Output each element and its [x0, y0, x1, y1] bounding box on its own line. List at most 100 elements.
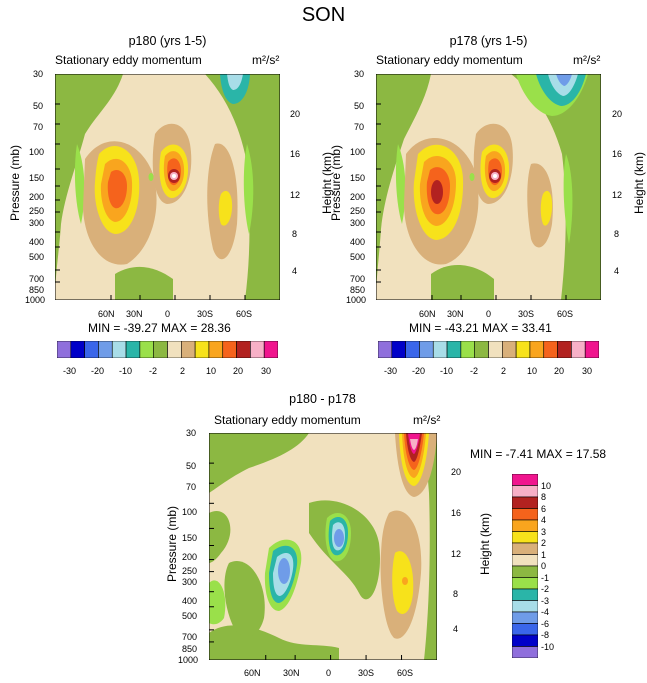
left-colorbar-swatch-14 — [250, 341, 265, 358]
right-colorbar-swatch-14 — [571, 341, 586, 358]
diff-colorbar-swatch-12 — [512, 611, 538, 624]
left-ytick-300: 300 — [29, 218, 45, 228]
right-colorbar-swatch-11 — [529, 341, 545, 358]
panel-diff-minmax: MIN = -7.41 MAX = 17.58 — [470, 447, 607, 461]
right-ytick-850: 850 — [350, 285, 366, 295]
right-xtick-60S: 60S — [557, 309, 574, 319]
right-colorbar-swatch-10 — [515, 341, 531, 358]
panel-diff-title: p180 - p178 — [289, 392, 356, 406]
right-ytick-250: 250 — [350, 206, 366, 216]
left-ytick-850: 850 — [29, 285, 45, 295]
diff-ytick-400: 400 — [182, 596, 198, 606]
diff-y2tick-8: 8 — [453, 589, 459, 599]
diff-cb-label-3: 3 — [541, 527, 547, 537]
left-colorbar-swatch-13 — [236, 341, 251, 358]
panel-right-ylabel: Pressure (mb) — [329, 145, 343, 222]
left-colorbar-swatch-4 — [111, 341, 127, 358]
diff-ytick-100: 100 — [182, 507, 198, 517]
diff-ytick-700: 700 — [182, 632, 198, 642]
right-ytick-200: 200 — [350, 192, 366, 202]
right-cb-label-2: 2 — [501, 366, 507, 376]
panel-left-title: p180 (yrs 1-5) — [128, 34, 207, 48]
right-colorbar-swatch-12 — [543, 341, 558, 358]
left-colorbar-swatch-10 — [194, 341, 210, 358]
diff-cb-label-8: 8 — [541, 492, 547, 502]
diff-ytick-250: 250 — [182, 566, 198, 576]
panel-left-ylabel: Pressure (mb) — [8, 145, 22, 222]
left-ytick-150: 150 — [29, 173, 45, 183]
diff-colorbar-swatch-3 — [512, 508, 538, 521]
diff-ytick-50: 50 — [186, 461, 197, 471]
right-xtick-60N: 60N — [419, 309, 436, 319]
right-y2tick-12: 12 — [612, 190, 623, 200]
panel-diff-ylabel: Pressure (mb) — [165, 506, 179, 583]
panel-diff-y2label: Height (km) — [478, 513, 492, 576]
left-cb-label-20: 20 — [233, 366, 244, 376]
diff-cb-label-10: 10 — [541, 481, 552, 491]
left-y2tick-16: 16 — [290, 149, 301, 159]
left-colorbar-swatch-3 — [98, 341, 113, 358]
diff-y2tick-12: 12 — [451, 549, 462, 559]
panel-left-subtitle: Stationary eddy momentum — [55, 53, 202, 67]
left-colorbar-swatch-12 — [222, 341, 237, 358]
right-cb-label--20: -20 — [412, 366, 426, 376]
diff-colorbar-swatch-6 — [512, 542, 538, 555]
panel-left-plot — [55, 74, 280, 300]
diff-colorbar-swatch-14 — [512, 634, 538, 647]
left-colorbar-swatch-15 — [263, 341, 278, 358]
diff-cb-label--6: -6 — [541, 619, 550, 629]
left-cb-label--2: -2 — [149, 366, 158, 376]
right-colorbar-swatch-3 — [419, 341, 434, 358]
left-colorbar-swatch-7 — [153, 341, 168, 358]
right-colorbar-swatch-2 — [405, 341, 420, 358]
right-cb-label-30: 30 — [582, 366, 593, 376]
left-ytick-700: 700 — [29, 274, 45, 284]
diff-cb-label--10: -10 — [541, 642, 555, 652]
right-ytick-400: 400 — [350, 237, 366, 247]
diff-cb-label--8: -8 — [541, 630, 550, 640]
right-colorbar-swatch-15 — [584, 341, 599, 358]
right-cb-label--10: -10 — [440, 366, 454, 376]
right-ytick-1000: 1000 — [346, 295, 367, 305]
right-colorbar-swatch-8 — [488, 341, 503, 358]
right-y2tick-8: 8 — [614, 229, 620, 239]
diff-y2tick-4: 4 — [453, 624, 459, 634]
diff-xtick-30N: 30N — [283, 668, 300, 678]
right-y2tick-16: 16 — [612, 149, 623, 159]
right-ytick-100: 100 — [350, 147, 366, 157]
diff-colorbar-swatch-4 — [512, 519, 538, 532]
diff-colorbar-swatch-1 — [512, 485, 538, 498]
diff-ytick-150: 150 — [182, 533, 198, 543]
diff-colorbar-swatch-8 — [512, 565, 538, 578]
diff-colorbar-swatch-15 — [512, 646, 538, 658]
diff-ytick-200: 200 — [182, 552, 198, 562]
panel-right-colorbar — [378, 341, 599, 358]
diff-colorbar-swatch-11 — [512, 600, 538, 613]
diff-y2tick-16: 16 — [451, 508, 462, 518]
left-xtick-60N: 60N — [98, 309, 115, 319]
left-colorbar-swatch-8 — [167, 341, 182, 358]
right-ytick-700: 700 — [350, 274, 366, 284]
diff-colorbar-swatch-5 — [512, 531, 538, 544]
left-ytick-50: 50 — [33, 101, 44, 111]
right-ytick-300: 300 — [350, 218, 366, 228]
diff-colorbar-swatch-10 — [512, 588, 538, 601]
right-ytick-500: 500 — [350, 252, 366, 262]
left-y2tick-4: 4 — [292, 266, 298, 276]
left-cb-label--20: -20 — [91, 366, 105, 376]
right-colorbar-swatch-9 — [502, 341, 517, 358]
panel-right-units: m²/s² — [573, 53, 601, 67]
diff-colorbar-swatch-2 — [512, 496, 538, 509]
left-xtick-30N: 30N — [126, 309, 143, 319]
left-ytick-1000: 1000 — [25, 295, 46, 305]
right-ytick-50: 50 — [354, 101, 365, 111]
diff-cb-label-4: 4 — [541, 515, 547, 525]
diff-xtick-60S: 60S — [397, 668, 414, 678]
diff-cb-label--4: -4 — [541, 607, 550, 617]
left-ytick-400: 400 — [29, 237, 45, 247]
left-ytick-30: 30 — [33, 69, 44, 79]
diff-y2tick-20: 20 — [451, 467, 462, 477]
right-xtick-0: 0 — [486, 309, 492, 319]
figure-title: SON — [301, 4, 346, 26]
left-cb-label--10: -10 — [119, 366, 133, 376]
